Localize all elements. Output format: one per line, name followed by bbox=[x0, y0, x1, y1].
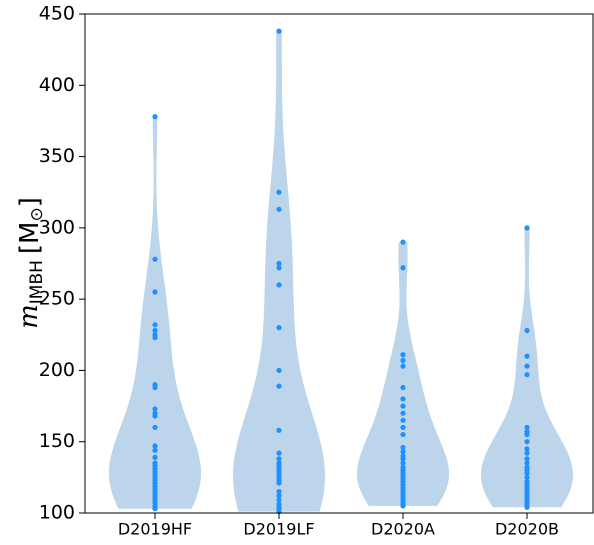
data-point bbox=[524, 372, 530, 378]
data-point bbox=[400, 431, 406, 438]
data-point bbox=[400, 239, 406, 245]
y-tick-label: 200 bbox=[39, 359, 75, 381]
data-point bbox=[400, 460, 406, 466]
data-point bbox=[276, 189, 282, 195]
x-tick-label: D2020B bbox=[495, 520, 559, 539]
data-point bbox=[276, 427, 282, 433]
y-label-unit: [M bbox=[15, 222, 45, 255]
data-point bbox=[524, 424, 530, 431]
plot-frame bbox=[84, 13, 594, 514]
data-point bbox=[400, 456, 406, 462]
y-tick-label: 300 bbox=[39, 216, 75, 238]
data-point bbox=[524, 431, 530, 438]
data-point bbox=[400, 352, 406, 358]
data-point bbox=[276, 265, 282, 271]
data-point bbox=[524, 474, 530, 480]
data-point bbox=[152, 413, 158, 419]
data-point bbox=[152, 443, 158, 449]
data-point bbox=[276, 28, 282, 34]
data-point bbox=[400, 363, 406, 369]
violin-body bbox=[109, 116, 201, 509]
data-point bbox=[524, 363, 530, 369]
y-tick-label: 400 bbox=[39, 74, 75, 96]
y-tick-label: 150 bbox=[39, 430, 75, 452]
data-point bbox=[400, 417, 406, 423]
y-tick-label: 250 bbox=[39, 288, 75, 310]
data-point bbox=[276, 480, 282, 486]
data-point bbox=[524, 460, 530, 466]
data-point bbox=[152, 406, 158, 412]
data-point bbox=[400, 384, 406, 391]
data-point bbox=[400, 503, 406, 509]
y-tick-label: 450 bbox=[39, 3, 75, 25]
data-point bbox=[276, 497, 282, 503]
data-point bbox=[152, 424, 158, 431]
data-point bbox=[152, 384, 158, 391]
data-point bbox=[152, 322, 158, 328]
y-label-symbol: m bbox=[14, 304, 44, 329]
y-label-unit-subscript: ⊙ bbox=[27, 207, 47, 221]
data-point bbox=[524, 327, 530, 334]
y-tick-label: 350 bbox=[39, 145, 75, 167]
data-point bbox=[524, 504, 530, 510]
y-label-subscript: IMBH bbox=[27, 260, 47, 304]
x-tick-label: D2019HF bbox=[118, 520, 192, 539]
data-point bbox=[276, 456, 282, 462]
violin-body bbox=[357, 242, 449, 506]
data-point bbox=[524, 225, 530, 231]
data-point bbox=[400, 424, 406, 431]
data-point bbox=[400, 265, 406, 271]
y-axis-label: mIMBH [M⊙] bbox=[14, 197, 47, 329]
data-point bbox=[276, 282, 282, 288]
x-tick-label: D2019LF bbox=[243, 520, 314, 539]
data-point bbox=[276, 383, 282, 389]
x-tick-label: D2020A bbox=[371, 520, 435, 539]
data-point bbox=[524, 446, 530, 452]
data-point bbox=[524, 353, 530, 359]
data-point bbox=[276, 493, 282, 499]
data-point bbox=[400, 403, 406, 409]
y-tick-label: 100 bbox=[39, 502, 75, 524]
data-point bbox=[152, 114, 158, 120]
data-point bbox=[276, 489, 282, 495]
data-point bbox=[524, 456, 530, 462]
data-point bbox=[152, 506, 158, 512]
data-point bbox=[276, 450, 282, 456]
data-point bbox=[152, 327, 158, 334]
data-point bbox=[152, 447, 158, 453]
data-point bbox=[276, 325, 282, 331]
y-label-close: ] bbox=[15, 197, 45, 207]
data-point bbox=[152, 335, 158, 341]
data-point bbox=[400, 449, 406, 455]
data-point bbox=[152, 256, 158, 262]
data-point bbox=[524, 450, 530, 456]
data-point bbox=[152, 289, 158, 295]
violin-body bbox=[233, 31, 325, 512]
data-point bbox=[276, 260, 282, 267]
data-point bbox=[400, 396, 406, 402]
data-point bbox=[524, 470, 530, 476]
data-point bbox=[400, 410, 406, 416]
data-point bbox=[276, 206, 282, 212]
data-point bbox=[276, 367, 282, 374]
data-point bbox=[400, 444, 406, 451]
data-point bbox=[400, 357, 406, 364]
data-point bbox=[524, 439, 530, 445]
data-point bbox=[152, 454, 158, 460]
